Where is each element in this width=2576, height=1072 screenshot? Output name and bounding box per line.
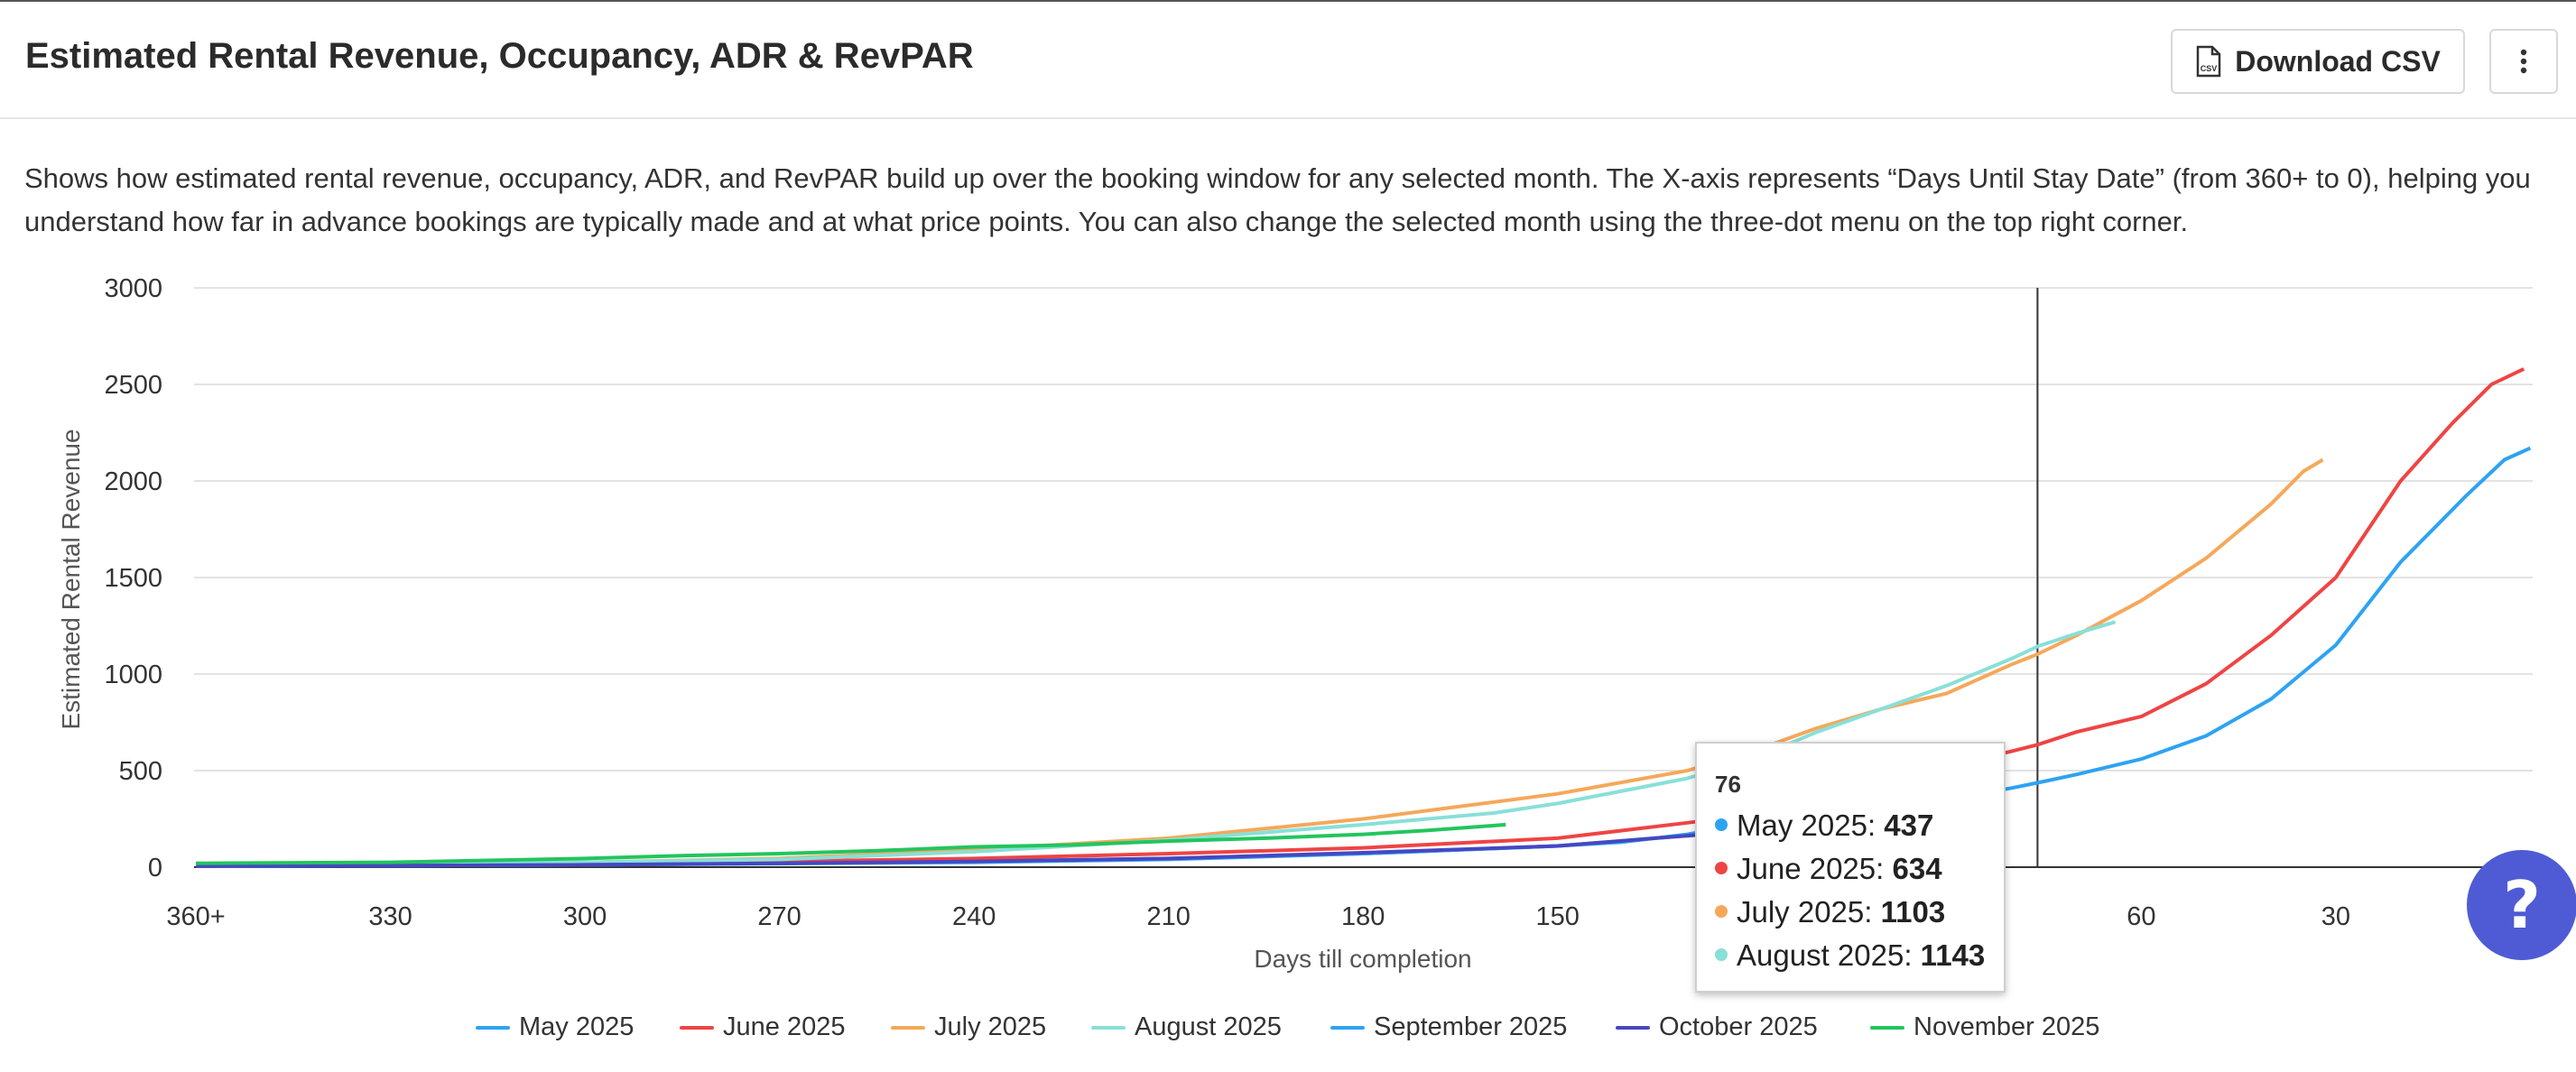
tooltip-header: 76 <box>1715 771 1741 798</box>
three-dot-vertical-icon <box>2520 49 2527 74</box>
download-csv-button[interactable]: CSV Download CSV <box>2171 29 2465 94</box>
x-tick-label: 180 <box>1341 902 1385 931</box>
legend-swatch <box>1616 1025 1650 1030</box>
x-tick-label: 300 <box>563 902 607 931</box>
legend-swatch <box>1091 1025 1126 1030</box>
y-tick-label: 3000 <box>104 274 162 303</box>
tooltip-series-label: May 2025 <box>1737 809 1867 842</box>
question-mark-icon: ? <box>2503 867 2541 943</box>
y-tick-label: 500 <box>119 757 162 786</box>
chart-tooltip: 76 May 2025: 437 June 2025: 634 July 202… <box>1695 742 2006 993</box>
tooltip-row: May 2025: 437 <box>1715 809 1933 843</box>
chart-legend: May 2025 June 2025 July 2025 August 2025 Sep… <box>0 1012 2576 1052</box>
series-dot <box>1715 905 1728 919</box>
legend-item[interactable]: October 2025 <box>1616 1012 1818 1042</box>
x-tick-label: 330 <box>368 902 412 931</box>
legend-item[interactable]: May 2025 <box>476 1012 634 1042</box>
legend-label: November 2025 <box>1913 1012 2100 1041</box>
x-tick-label: 360+ <box>166 902 225 931</box>
y-tick-label: 2000 <box>104 467 162 496</box>
grid-lines <box>194 287 2533 868</box>
x-tick-label: 210 <box>1146 902 1190 931</box>
x-tick-label: 30 <box>2321 902 2350 931</box>
series-line[interactable] <box>195 446 2532 868</box>
tooltip-row: August 2025: 1143 <box>1715 938 1985 973</box>
legend-swatch <box>680 1025 714 1030</box>
series-lines <box>195 367 2532 868</box>
tooltip-series-value: 634 <box>1892 852 1942 885</box>
tooltip-series-label: June 2025 <box>1737 852 1876 885</box>
series-line[interactable] <box>195 620 2117 867</box>
legend-label: June 2025 <box>723 1012 846 1041</box>
chart-description: Shows how estimated rental revenue, occu… <box>24 162 2531 237</box>
y-tick-label: 1000 <box>104 661 162 689</box>
legend-label: May 2025 <box>519 1012 635 1041</box>
x-tick-label: 60 <box>2127 902 2155 931</box>
y-axis-title: Estimated Rental Revenue <box>57 429 85 729</box>
legend-label: September 2025 <box>1374 1012 1568 1041</box>
svg-text:CSV: CSV <box>2201 64 2218 73</box>
card-title: Estimated Rental Revenue, Occupancy, ADR… <box>25 36 974 76</box>
tooltip-row: July 2025: 1103 <box>1715 895 1945 929</box>
tooltip-row: June 2025: 634 <box>1715 852 1942 886</box>
legend-swatch <box>1870 1025 1904 1030</box>
series-dot <box>1715 948 1728 962</box>
csv-file-icon: CSV <box>2196 45 2221 78</box>
series-dot <box>1715 818 1728 832</box>
x-tick-label: 270 <box>757 902 801 931</box>
legend-swatch <box>476 1025 510 1030</box>
legend-label: July 2025 <box>934 1012 1047 1041</box>
x-tick-label: 240 <box>952 902 996 931</box>
legend-item[interactable]: September 2025 <box>1330 1012 1567 1042</box>
tooltip-series-label: August 2025 <box>1737 938 1904 972</box>
legend-item[interactable]: November 2025 <box>1870 1012 2099 1042</box>
legend-item[interactable]: August 2025 <box>1091 1012 1282 1042</box>
card-header: Estimated Rental Revenue, Occupancy, ADR… <box>0 4 2576 119</box>
more-options-button[interactable] <box>2489 29 2558 94</box>
tooltip-series-label: July 2025 <box>1737 895 1865 929</box>
x-axis-title: Days till completion <box>1254 945 1471 973</box>
y-tick-label: 1500 <box>104 564 162 593</box>
series-line[interactable] <box>195 828 1753 868</box>
x-tick-label: 150 <box>1536 902 1580 931</box>
tooltip-series-value: 1103 <box>1880 895 1946 929</box>
y-tick-label: 0 <box>148 854 162 883</box>
series-line[interactable] <box>195 822 1506 865</box>
series-dot <box>1715 862 1728 875</box>
legend-swatch <box>891 1025 925 1030</box>
tooltip-series-value: 437 <box>1884 809 1934 842</box>
legend-label: October 2025 <box>1659 1012 1818 1041</box>
legend-item[interactable]: June 2025 <box>680 1012 845 1042</box>
y-tick-label: 2500 <box>104 371 162 400</box>
legend-item[interactable]: July 2025 <box>891 1012 1046 1042</box>
legend-swatch <box>1330 1025 1365 1030</box>
download-csv-label: Download CSV <box>2235 44 2441 78</box>
series-line[interactable] <box>195 367 2525 868</box>
tooltip-series-value: 1143 <box>1920 938 1986 972</box>
legend-label: August 2025 <box>1135 1012 1282 1041</box>
help-button[interactable]: ? <box>2467 850 2576 960</box>
